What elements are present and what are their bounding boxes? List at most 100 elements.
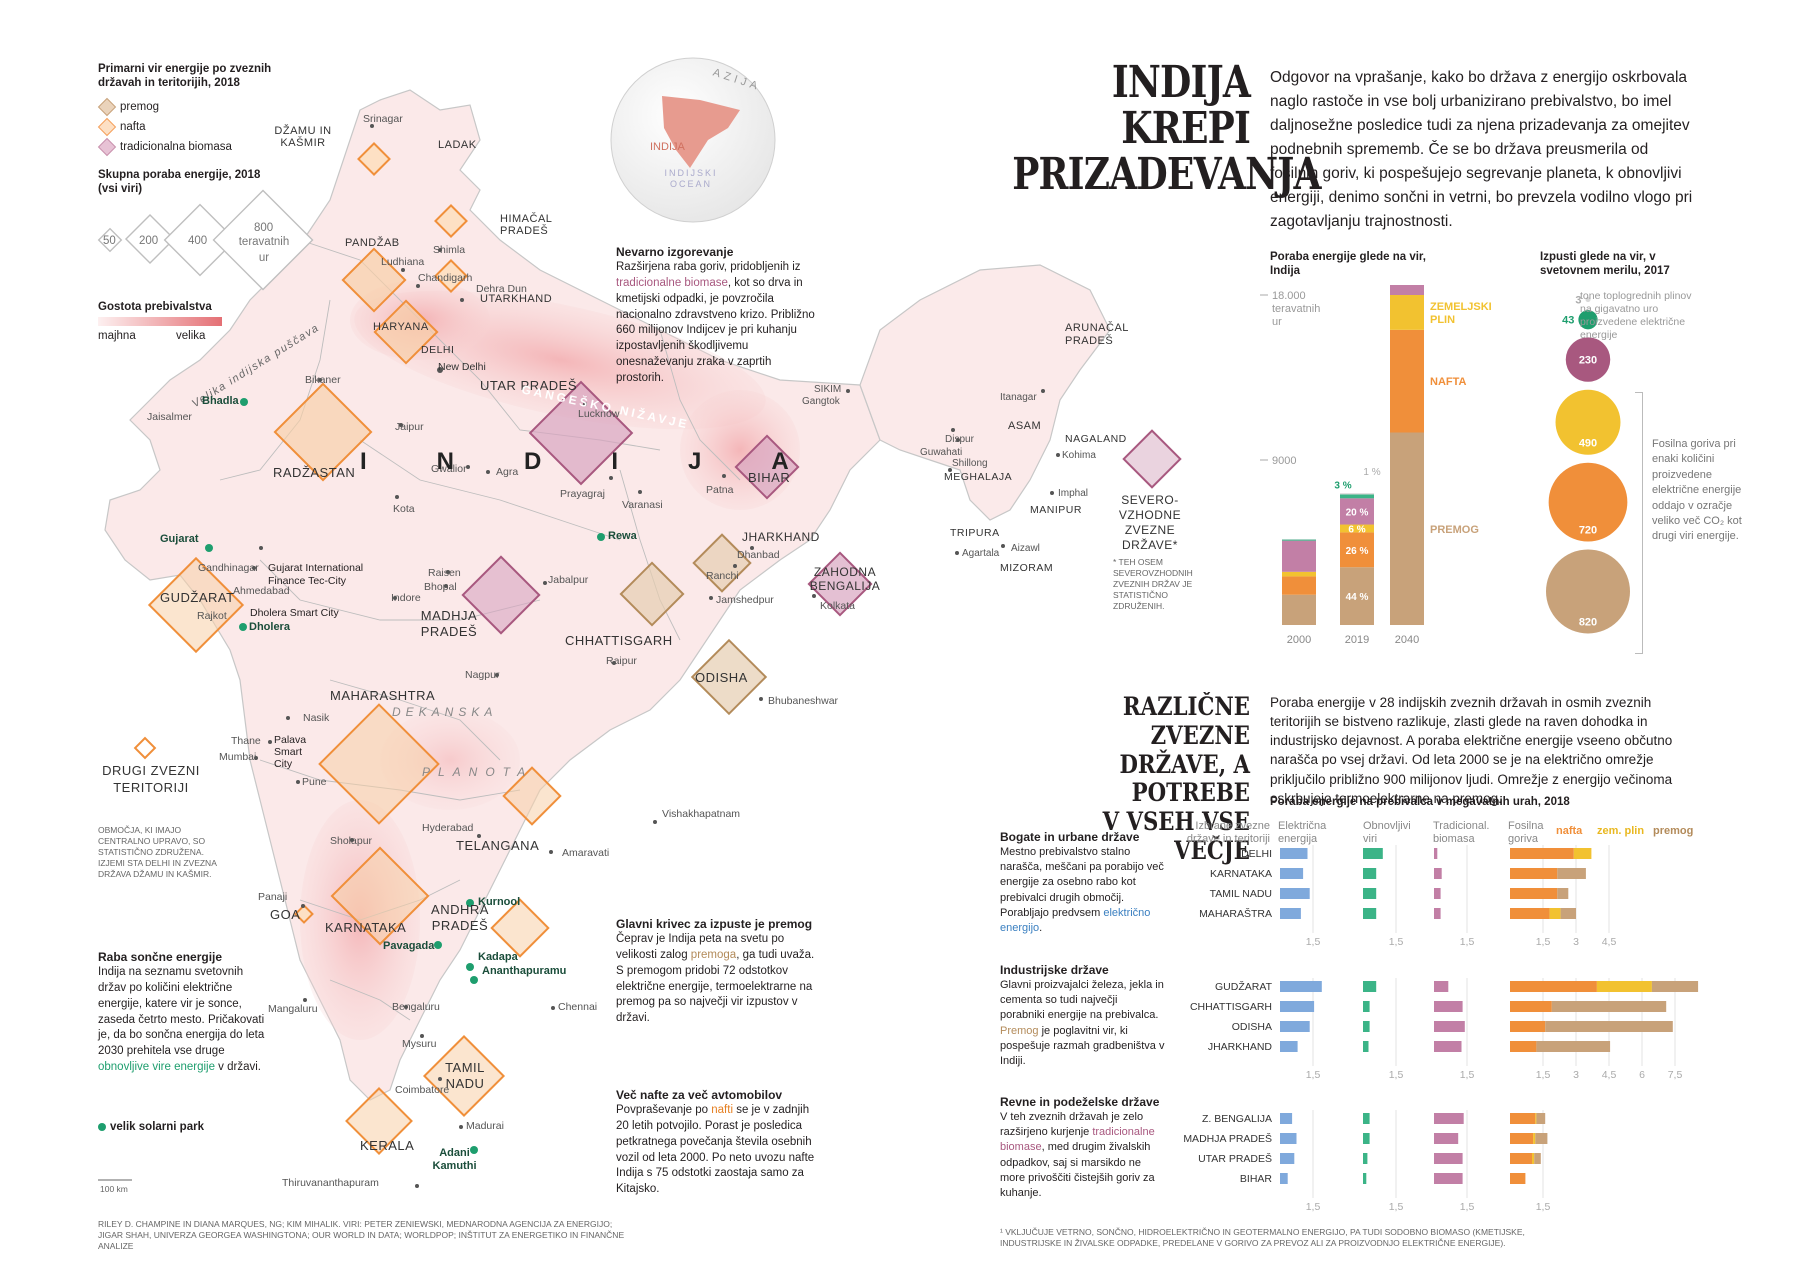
group-industrial-block: Industrijske države Glavni proizvajalci … [1000, 963, 1165, 1069]
bar-renewable [1363, 981, 1377, 992]
axis-tick: 7,5 [1668, 1069, 1683, 1081]
solar-kamuthi: Adani Kamuthi [432, 1147, 477, 1172]
col-head-electric: Električna energija [1278, 820, 1327, 846]
bar-fossil-oil [1510, 908, 1550, 919]
bar-fossil-oil [1510, 1173, 1526, 1184]
bar-renewable [1363, 1021, 1370, 1032]
city-ludhiana: Ludhiana [381, 256, 425, 268]
consumption-diamonds [97, 189, 314, 291]
city-kolkata: Kolkata [820, 600, 856, 612]
legend-oil-label: nafta [120, 121, 146, 133]
city-raipur: Raipur [606, 655, 637, 667]
label-andhra: ANDHRA PRADEŠ [431, 902, 489, 933]
page-title-line-3: PRIZADEVANJA [1012, 149, 1321, 201]
bar-fossil-coal [1557, 888, 1569, 899]
globe-label-ocean: INDIJSKI OCEAN [664, 168, 718, 189]
section2-title-line-1: RAZLIČNE ZVEZNE [1122, 692, 1250, 750]
bar-fossil-oil [1510, 1001, 1552, 1012]
label-kerala: KERALA [360, 1138, 415, 1153]
city-chennai: Chennai [558, 1001, 598, 1013]
bar-2019-obnovljiviviri [1340, 494, 1374, 499]
lead-text: Odgovor na vprašanje, kako bo država z e… [1270, 69, 1693, 231]
bar-2019-nafta [1340, 532, 1374, 568]
bar-fossil-oil [1510, 1153, 1532, 1164]
bar-biomass [1434, 1173, 1463, 1184]
x-label-2019: 2019 [1345, 634, 1369, 646]
series-label: PLIN [1430, 314, 1455, 326]
data-label-2019: 3 % [1334, 480, 1351, 491]
label-delhi: DELHI [421, 344, 455, 356]
col-head-states: Izbrane zvezne države in teritoriji [1186, 820, 1270, 846]
col-head-bio: Tradicional. biomasa [1433, 820, 1490, 846]
combustion-text: Razširjena raba goriv, pridobljenih iz t… [616, 261, 815, 385]
data-label-2019: 1 % [1363, 467, 1380, 478]
oil-block: Več nafte za več avtomobilov Povpraševan… [616, 1088, 816, 1198]
bar-fossil-coal [1557, 868, 1586, 879]
label-arunacal: ARUNAČAL PRADEŠ [1065, 322, 1129, 348]
city-dots [252, 124, 1060, 1188]
label-goa: GOA [270, 907, 301, 922]
fossil-legend-oil: nafta [1556, 825, 1583, 837]
bar-biomass [1434, 1113, 1464, 1124]
city-patna: Patna [706, 484, 734, 496]
bar-fossil-oil [1510, 888, 1558, 899]
bar-2019-tradicionalnabiomasa [1340, 498, 1374, 525]
city-ahmedabad: Ahmedabad [233, 585, 290, 597]
emissions-chart-title: Izpusti glede na vir, v svetovnem merilu… [1540, 251, 1670, 278]
city-amaravati: Amaravati [562, 847, 610, 859]
bar-fossil-gas [1549, 908, 1561, 919]
data-label-2019: 6 % [1348, 524, 1365, 535]
col-head-fossil: Fosilna goriva [1508, 820, 1544, 846]
city-pune: Pune [302, 776, 327, 788]
bar-electric [1280, 848, 1308, 859]
bar-biomass [1434, 888, 1441, 899]
solar-gujarat: Gujarat [160, 533, 199, 545]
city-aizawl: Aizawl [1011, 543, 1040, 554]
bar-fossil-coal [1651, 981, 1699, 992]
city-panaji: Panaji [258, 891, 288, 903]
bar-fossil-oil [1510, 1021, 1546, 1032]
label-karnataka: KARNATAKA [325, 920, 407, 935]
axis-tick: 1,5 [1460, 1069, 1475, 1081]
x-label-2040: 2040 [1395, 634, 1419, 646]
bar-fossil-gas [1533, 1133, 1536, 1144]
city-bengaluru: Bengaluru [392, 1001, 440, 1013]
project-palava: Palava Smart City [274, 734, 307, 771]
bar-fossil-oil [1510, 1133, 1534, 1144]
bar-fossil-gas [1573, 848, 1592, 859]
bar-fossil-gas [1596, 981, 1652, 992]
legend-coal-swatch [97, 97, 117, 117]
bar-fossil-coal [1535, 1133, 1548, 1144]
bar-fossil-oil [1510, 868, 1558, 879]
label-gudzarat: GUDŽARAT [160, 590, 235, 605]
label-sikim: SIKIM [814, 384, 842, 395]
bar-2000-nafta [1282, 576, 1316, 595]
label-radzastan: RADŽASTAN [273, 465, 356, 480]
label-chhattisgarh: CHHATTISGARH [565, 633, 673, 648]
region-deccan: DEKANSKA [392, 705, 498, 719]
city-jaisalmer: Jaisalmer [147, 411, 192, 423]
bar-electric [1280, 1001, 1315, 1012]
city-jabalpur: Jabalpur [548, 574, 589, 586]
group-industrial-title: Industrijske države [1000, 963, 1109, 977]
bar-electric [1280, 1133, 1297, 1144]
label-pandzab: PANDŽAB [345, 237, 400, 249]
page-title: INDIJA KREPI PRIZADEVANJA [1012, 59, 1321, 201]
bar-2040-zemeljskiplin [1390, 295, 1424, 330]
group-rural-block: Revne in podeželske države V teh zveznih… [1000, 1095, 1165, 1201]
bar-electric [1280, 1153, 1295, 1164]
axis-tick: 1,5 [1536, 936, 1551, 948]
city-nasik: Nasik [303, 712, 330, 724]
city-coimbatore: Coimbatore [395, 1084, 450, 1096]
oil-text: Povpraševanje po nafti se je v zadnjih 2… [616, 1104, 815, 1196]
fossil-legend-coal: premog [1653, 825, 1694, 837]
bar-biomass [1434, 1041, 1462, 1052]
data-label-2019: 20 % [1346, 507, 1369, 518]
axis-tick: 1,5 [1306, 1201, 1321, 1213]
bar-electric [1280, 981, 1322, 992]
page-title-line-2: KREPI [1121, 103, 1251, 155]
axis-tick: 1,5 [1389, 936, 1404, 948]
city-dehradun: Dehra Dun [476, 283, 527, 295]
bar-renewable [1363, 1041, 1369, 1052]
row-label: Z. BENGALIJA [1202, 1113, 1272, 1125]
